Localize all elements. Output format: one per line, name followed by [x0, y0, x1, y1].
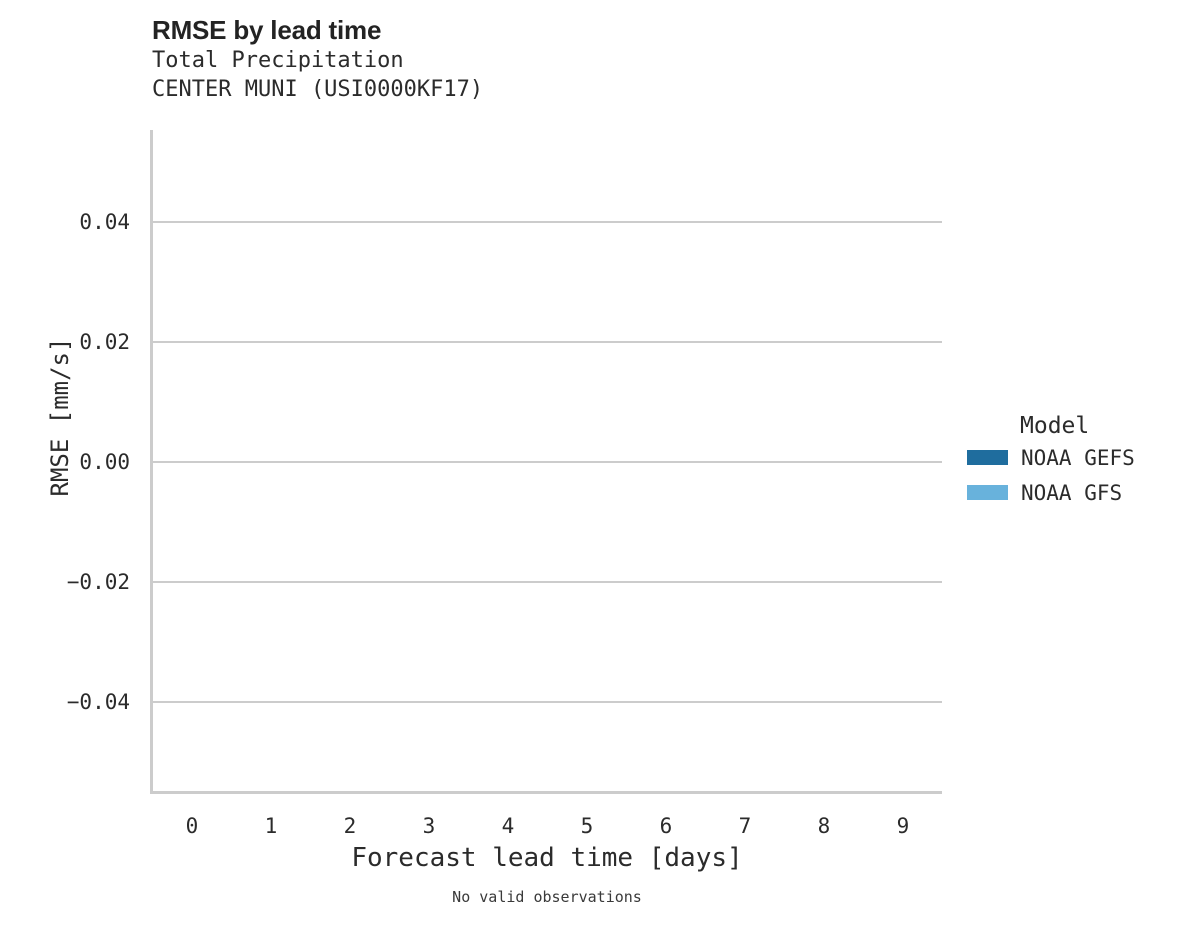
- y-tick-label-0: 0.04: [79, 210, 130, 234]
- legend: Model NOAA GEFS NOAA GFS: [967, 412, 1182, 510]
- gridline-y-4: [152, 701, 942, 703]
- axis-spine-left: [150, 130, 153, 794]
- x-tick-label-5: 5: [580, 814, 594, 838]
- chart-subtitle-station: CENTER MUNI (USI0000KF17): [152, 77, 484, 102]
- y-tick-label-3: −0.02: [66, 570, 130, 594]
- x-tick-label-0: 0: [185, 814, 199, 838]
- legend-swatch-icon: [967, 450, 1008, 465]
- title-block: RMSE by lead time Total Precipitation CE…: [152, 14, 952, 104]
- x-axis-label: Forecast lead time [days]: [351, 843, 743, 873]
- x-tick-label-2: 2: [343, 814, 357, 838]
- x-tick-label-1: 1: [264, 814, 278, 838]
- legend-item-label: NOAA GFS: [1021, 480, 1123, 505]
- chart-subtitle-variable: Total Precipitation: [152, 48, 404, 73]
- x-tick-label-6: 6: [659, 814, 673, 838]
- legend-title: Model: [1020, 413, 1090, 439]
- x-tick-label-4: 4: [501, 814, 515, 838]
- chart-caption: No valid observations: [452, 888, 642, 906]
- legend-swatch-icon: [967, 485, 1008, 500]
- legend-item-noaa-gfs[interactable]: NOAA GFS: [967, 475, 1182, 510]
- x-tick-label-3: 3: [422, 814, 436, 838]
- legend-item-label: NOAA GEFS: [1021, 445, 1135, 470]
- y-axis-label: RMSE [mm/s]: [46, 337, 74, 497]
- legend-item-noaa-gefs[interactable]: NOAA GEFS: [967, 440, 1182, 475]
- chart-title: RMSE by lead time: [152, 15, 382, 45]
- gridline-y-1: [152, 341, 942, 343]
- x-tick-label-8: 8: [817, 814, 831, 838]
- x-tick-label-7: 7: [738, 814, 752, 838]
- gridline-y-3: [152, 581, 942, 583]
- axis-spine-bottom: [150, 791, 942, 794]
- y-tick-label-2: 0.00: [79, 450, 130, 474]
- gridline-y-2: [152, 461, 942, 463]
- y-tick-label-4: −0.04: [66, 690, 130, 714]
- gridline-y-0: [152, 221, 942, 223]
- x-tick-label-9: 9: [896, 814, 910, 838]
- y-tick-label-1: 0.02: [79, 330, 130, 354]
